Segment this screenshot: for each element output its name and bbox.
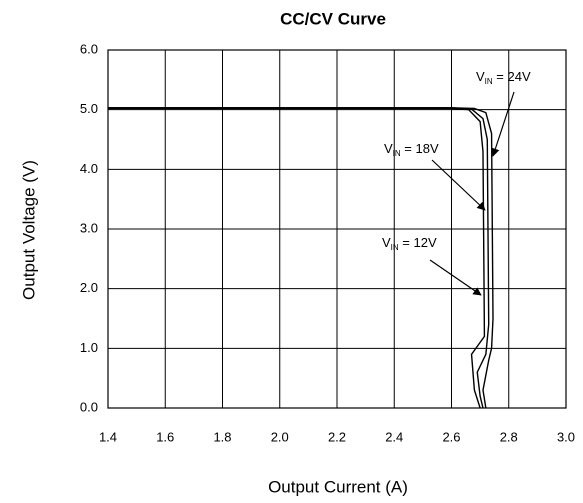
annotation-subscript: IN <box>393 149 401 158</box>
chart-title: CC/CV Curve <box>280 9 386 28</box>
x-tick-label: 2.8 <box>500 429 518 444</box>
x-tick-label: 2.6 <box>442 429 460 444</box>
plot-area: 1.4 1.6 1.8 2.0 2.2 2.4 2.6 2.8 3.0 0.0 1.0 2.0 3.0 4… <box>80 41 575 444</box>
x-axis-label: Output Current (A) <box>268 477 408 496</box>
y-tick-label: 5.0 <box>80 101 98 116</box>
y-tick-label: 6.0 <box>80 41 98 56</box>
y-tick-label: 4.0 <box>80 161 98 176</box>
x-tick-label: 2.2 <box>328 429 346 444</box>
annotation-text: V <box>384 141 393 156</box>
x-tick-label: 2.4 <box>385 429 403 444</box>
x-tick-label: 2.0 <box>271 429 289 444</box>
y-tick-label: 3.0 <box>80 220 98 235</box>
annotation-subscript: IN <box>485 77 493 86</box>
y-tick-label: 2.0 <box>80 280 98 295</box>
x-tick-label: 1.4 <box>99 429 117 444</box>
annotation: VIN = 18V <box>384 141 439 158</box>
line-series <box>108 107 486 409</box>
annotation-suffix: = 12V <box>399 235 437 250</box>
x-tick-label: 1.8 <box>213 429 231 444</box>
y-tick-label: 1.0 <box>80 340 98 355</box>
x-tick-label: 1.6 <box>156 429 174 444</box>
annotation-arrow <box>431 159 486 211</box>
annotation-suffix: = 24V <box>493 69 531 84</box>
plot-border <box>107 49 567 409</box>
annotation-subscript: IN <box>391 243 399 252</box>
annotation: VIN = 24V <box>476 69 531 86</box>
annotation-arrow <box>429 259 482 296</box>
y-axis-label: Output Voltage (V) <box>19 160 38 300</box>
annotation-text: V <box>476 69 485 84</box>
annotation-text: V <box>382 235 391 250</box>
annotation-arrow <box>491 91 515 157</box>
annotation-suffix: = 18V <box>401 141 439 156</box>
y-tick-label: 0.0 <box>80 399 98 414</box>
x-tick-label: 3.0 <box>557 429 575 444</box>
annotation: VIN = 12V <box>382 235 437 252</box>
